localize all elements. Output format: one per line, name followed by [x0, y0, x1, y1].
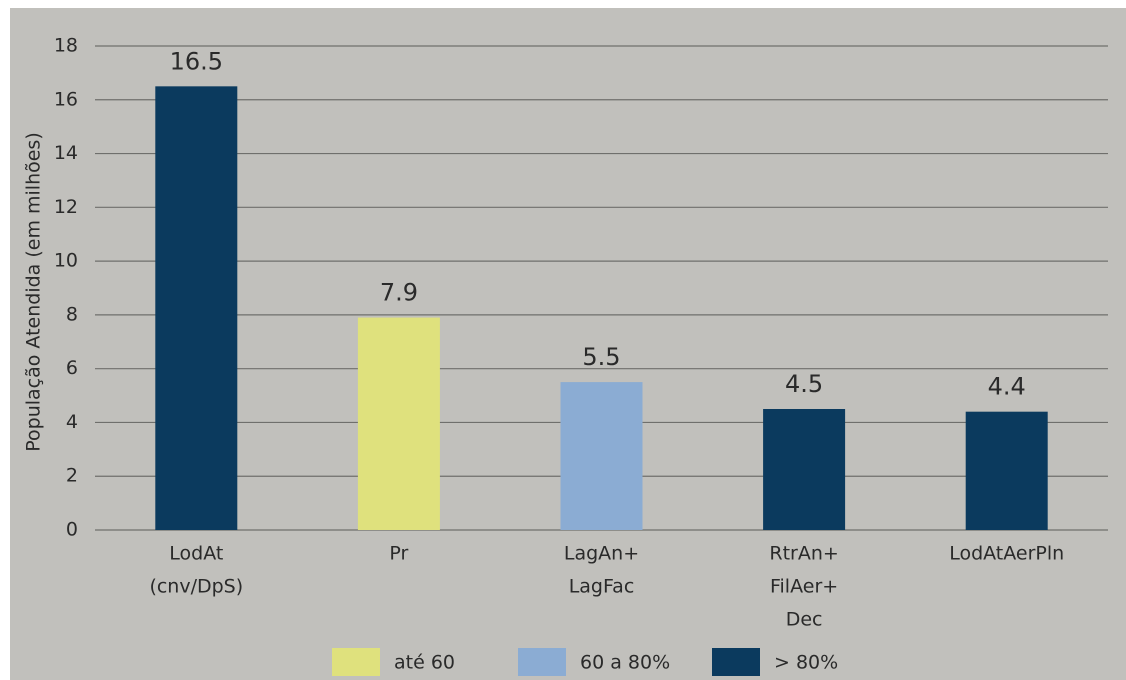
- value-label: 5.5: [582, 343, 620, 371]
- y-tick-label: 6: [66, 357, 78, 379]
- y-tick-label: 14: [54, 142, 78, 164]
- x-tick-label: LagFac: [569, 576, 635, 598]
- x-tick-label: RtrAn+: [769, 543, 838, 565]
- value-label: 7.9: [380, 279, 418, 307]
- y-tick-label: 4: [66, 411, 78, 433]
- bar: [965, 411, 1048, 530]
- x-tick-label: LodAtAerPln: [949, 543, 1064, 565]
- x-tick-label: FilAer+: [770, 576, 838, 598]
- y-tick-label: 0: [66, 519, 78, 541]
- value-label: 4.4: [988, 373, 1026, 401]
- bar: [155, 86, 238, 530]
- y-tick-label: 8: [66, 303, 78, 325]
- x-tick-label: Dec: [786, 609, 823, 631]
- legend-label: 60 a 80%: [580, 652, 670, 674]
- x-tick-label: (cnv/DpS): [149, 576, 243, 598]
- legend-swatch: [332, 648, 380, 676]
- x-tick-label: LagAn+: [564, 543, 639, 565]
- y-tick-label: 16: [54, 88, 78, 110]
- legend-label: > 80%: [774, 652, 838, 674]
- x-tick-label: LodAt: [169, 543, 223, 565]
- bar: [763, 409, 846, 530]
- x-tick-label: Pr: [389, 543, 408, 565]
- bar: [357, 317, 440, 530]
- value-label: 4.5: [785, 370, 823, 398]
- y-tick-label: 12: [54, 196, 78, 218]
- bar: [560, 382, 643, 530]
- legend-swatch: [712, 648, 760, 676]
- legend-label: até 60: [394, 652, 455, 674]
- legend-swatch: [518, 648, 566, 676]
- y-axis-label: População Atendida (em milhões): [23, 132, 45, 452]
- y-tick-label: 18: [54, 35, 78, 57]
- y-tick-label: 10: [54, 250, 78, 272]
- y-tick-label: 2: [66, 465, 78, 487]
- value-label: 16.5: [170, 47, 223, 75]
